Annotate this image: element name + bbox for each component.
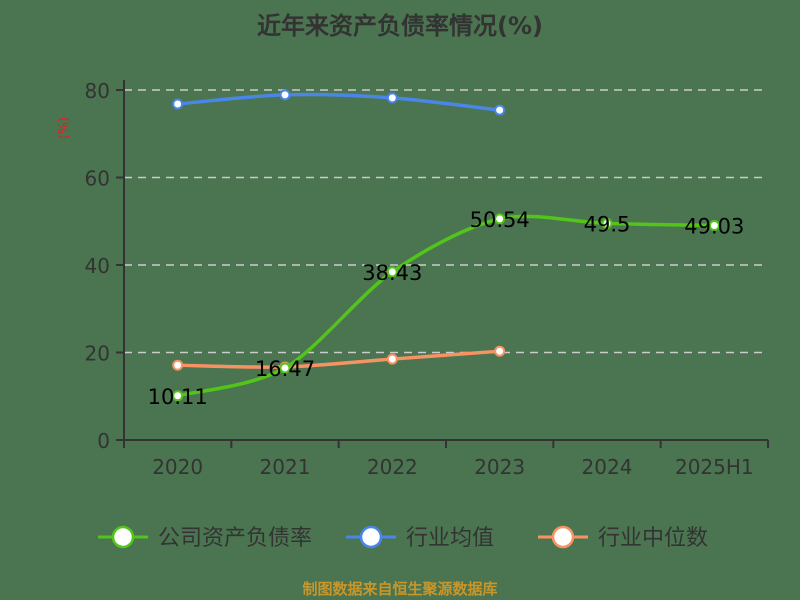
x-tick-label: 2021 xyxy=(260,455,311,479)
y-tick-label: 0 xyxy=(97,429,110,453)
x-tick-label: 2025H1 xyxy=(675,455,754,479)
legend-marker-icon xyxy=(359,525,383,549)
y-tick-label: 40 xyxy=(85,254,110,278)
legend-item[interactable]: 行业中位数 xyxy=(538,525,708,551)
legend-marker-icon xyxy=(551,525,575,549)
legend-label: 行业均值 xyxy=(406,526,494,551)
data-label: 16.47 xyxy=(255,357,315,381)
data-point[interactable] xyxy=(494,345,506,357)
data-point[interactable] xyxy=(708,219,720,231)
y-tick-label: 60 xyxy=(85,167,110,191)
chart-title: 近年来资产负债率情况(%) xyxy=(257,12,543,40)
legend-item[interactable]: 行业均值 xyxy=(346,525,494,551)
series-line xyxy=(177,92,500,112)
data-label: 49.03 xyxy=(684,214,744,238)
series-line xyxy=(177,349,500,369)
data-point[interactable] xyxy=(386,92,398,104)
legend-label: 行业中位数 xyxy=(598,526,708,551)
y-tick-label: 20 xyxy=(85,342,110,366)
legend-label: 公司资产负债率 xyxy=(158,526,312,551)
data-point[interactable] xyxy=(172,98,184,110)
data-label: 10.11 xyxy=(148,385,208,409)
data-point[interactable] xyxy=(172,390,184,402)
data-label: 50.54 xyxy=(470,208,530,232)
x-tick-label: 2020 xyxy=(152,455,203,479)
source-note: 制图数据来自恒生聚源数据库 xyxy=(302,580,498,598)
y-unit-label: (%) xyxy=(57,117,72,140)
legend-item[interactable]: 公司资产负债率 xyxy=(98,525,312,551)
data-label: 38.43 xyxy=(362,261,422,285)
x-tick-label: 2022 xyxy=(367,455,418,479)
series-line xyxy=(177,214,715,398)
data-point[interactable] xyxy=(601,217,613,229)
x-tick-label: 2023 xyxy=(474,455,525,479)
data-point[interactable] xyxy=(172,359,184,371)
data-point[interactable] xyxy=(386,266,398,278)
x-tick-label: 2024 xyxy=(582,455,633,479)
y-tick-label: 80 xyxy=(85,79,110,103)
data-label: 49.5 xyxy=(584,212,631,236)
data-point[interactable] xyxy=(386,353,398,365)
legend-marker-icon xyxy=(111,525,135,549)
data-point[interactable] xyxy=(279,89,291,101)
data-point[interactable] xyxy=(279,362,291,374)
data-point[interactable] xyxy=(494,213,506,225)
data-point[interactable] xyxy=(494,104,506,116)
